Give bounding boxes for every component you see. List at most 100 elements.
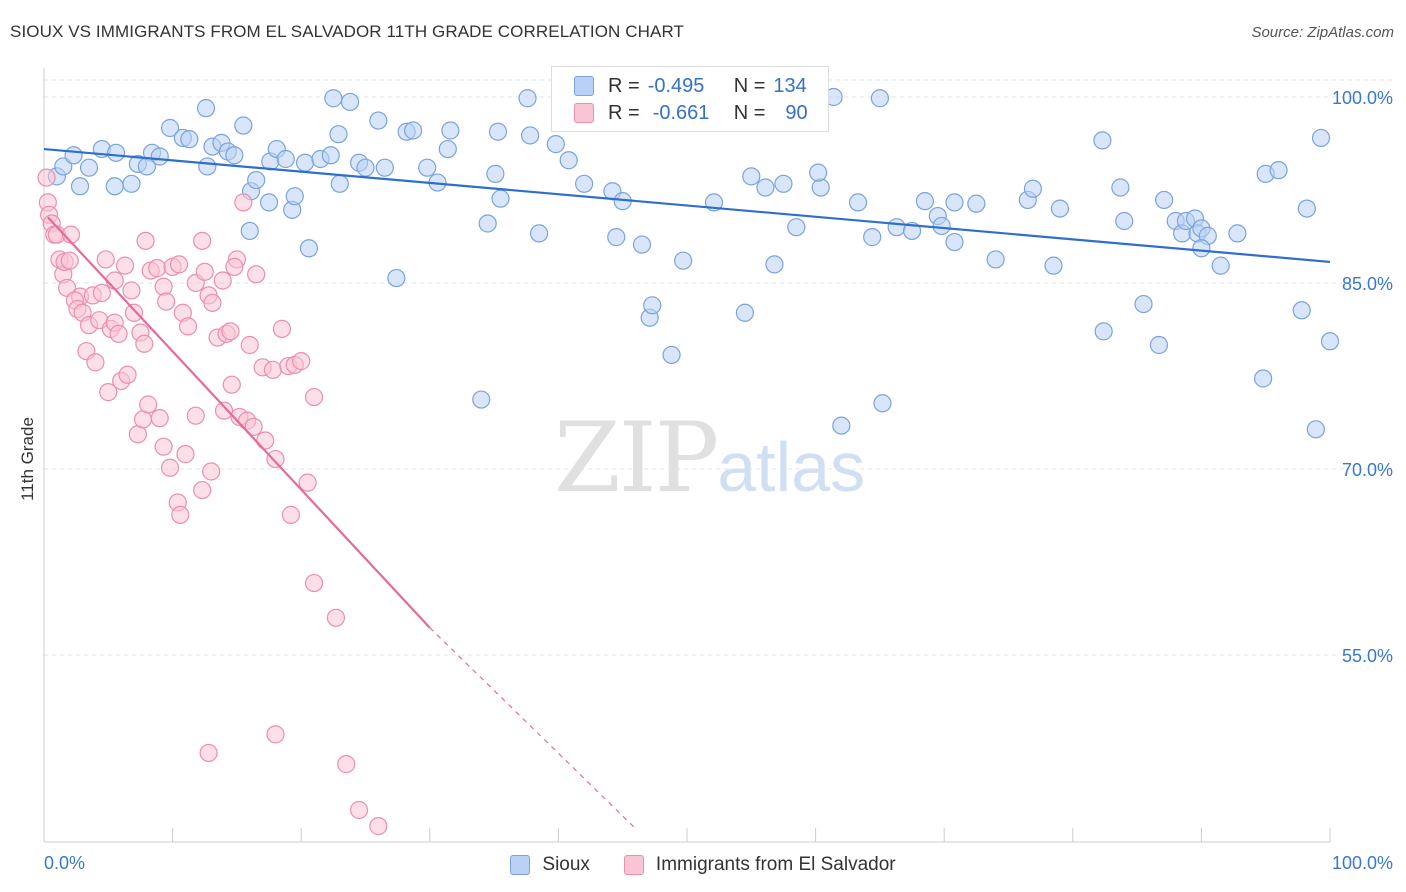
salvador-trend-line	[47, 216, 431, 629]
legend-item-salvador[interactable]: Immigrants from El Salvador	[623, 854, 896, 876]
salvador-point	[221, 322, 240, 341]
sioux-point	[945, 193, 964, 212]
y-axis-label: 11th Grade	[18, 417, 37, 501]
sioux-point	[967, 194, 986, 213]
salvador-point	[176, 445, 195, 464]
salvador-point	[349, 800, 369, 820]
salvador-point	[122, 281, 141, 300]
sioux-point	[70, 177, 90, 196]
legend-label-sioux: Sioux	[542, 854, 590, 875]
sioux-point	[369, 111, 388, 130]
sioux-point	[196, 99, 216, 118]
sioux-point	[575, 174, 594, 193]
salvador-point	[298, 473, 317, 492]
n-label: N =	[733, 74, 766, 97]
sioux-point	[873, 394, 892, 413]
sioux-point	[1297, 199, 1316, 218]
salvador-point	[244, 417, 263, 436]
sioux-point	[478, 214, 497, 233]
x-tick-label-start: 0.0%	[44, 853, 85, 873]
salvador-point	[193, 480, 212, 500]
salvador-point	[118, 365, 137, 384]
salvador-swatch	[574, 103, 594, 123]
salvador-point	[136, 231, 155, 250]
trend-lines	[43, 147, 1331, 830]
salvador-point	[304, 573, 324, 593]
sioux-point	[674, 251, 693, 270]
sioux-point	[299, 239, 319, 258]
sioux-point	[915, 192, 935, 211]
salvador-point	[222, 375, 241, 394]
salvador-point	[304, 387, 324, 407]
sioux-swatch	[510, 855, 531, 875]
sioux-point	[285, 187, 304, 206]
sioux-point	[756, 178, 775, 197]
sioux-point	[832, 416, 851, 435]
sioux-point	[521, 126, 540, 145]
salvador-point	[193, 231, 212, 250]
sioux-point	[54, 157, 73, 176]
legend-item-sioux[interactable]: Sioux	[510, 854, 590, 876]
sioux-point	[295, 153, 315, 172]
salvador-point	[169, 255, 189, 274]
salvador-point	[272, 319, 292, 338]
sioux-point	[518, 89, 537, 108]
salvador-point	[150, 409, 169, 428]
salvador-point	[266, 725, 285, 744]
sioux-point	[150, 147, 169, 166]
sioux-point	[811, 178, 830, 197]
watermark-atlas: atlas	[717, 428, 866, 506]
salvador-point	[213, 271, 232, 290]
salvador-point	[86, 353, 105, 372]
salvador-point	[263, 360, 283, 379]
watermark: ZIPatlas	[554, 402, 865, 514]
y-tick-label: 55.0%	[1342, 646, 1393, 666]
salvador-point	[105, 271, 124, 290]
sioux-point	[276, 149, 295, 169]
sioux-point	[1050, 199, 1070, 218]
sioux-trend-line	[43, 147, 1331, 264]
sioux-point	[887, 218, 906, 237]
salvador-point	[139, 395, 158, 414]
salvador-point	[135, 334, 154, 353]
salvador-point	[154, 277, 173, 296]
r-label: R =	[608, 74, 640, 97]
salvador-point	[214, 401, 234, 420]
sioux-point	[1155, 190, 1174, 210]
salvador-point	[115, 256, 135, 275]
salvador-point	[178, 317, 198, 336]
salvador-point	[157, 292, 176, 311]
stats-row-salvador: R = -0.661 N = 90	[574, 101, 808, 125]
sioux-point	[1094, 322, 1113, 341]
n-value: 90	[785, 101, 808, 124]
sioux-point	[329, 125, 348, 144]
salvador-point	[225, 257, 244, 276]
r-value: -0.661	[652, 101, 710, 124]
legend-label-salvador: Immigrants from El Salvador	[655, 854, 896, 875]
sioux-point	[809, 163, 828, 182]
sioux-point	[1093, 131, 1112, 150]
sioux-point	[1134, 294, 1153, 314]
salvador-point	[160, 458, 180, 477]
salvador-point	[99, 383, 118, 402]
sioux-point	[742, 167, 761, 186]
salvador-point	[199, 743, 218, 763]
sioux-point	[632, 235, 652, 254]
sioux-point	[247, 170, 266, 190]
salvador-point	[369, 817, 388, 836]
sioux-point	[1311, 128, 1331, 148]
sioux-point	[1320, 332, 1340, 351]
source-credit: Source: ZipAtlas.com	[1251, 24, 1394, 41]
salvador-point	[171, 505, 190, 524]
sioux-point	[234, 116, 253, 135]
n-label: N =	[733, 101, 766, 124]
sioux-swatch	[574, 76, 594, 96]
salvador-swatch	[623, 855, 644, 875]
sioux-point	[607, 228, 626, 247]
sioux-point	[441, 121, 460, 140]
sioux-point	[240, 221, 259, 241]
stats-row-sioux: R = -0.495 N = 134	[574, 74, 807, 98]
sioux-point	[765, 255, 784, 274]
sioux-point	[491, 189, 510, 208]
